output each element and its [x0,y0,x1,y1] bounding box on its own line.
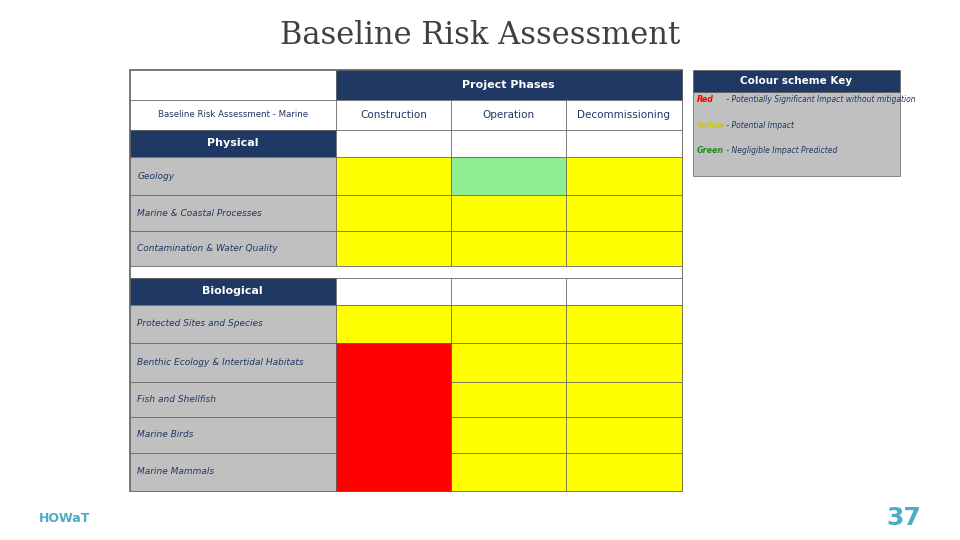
FancyBboxPatch shape [130,157,336,195]
FancyBboxPatch shape [130,70,682,491]
FancyBboxPatch shape [451,453,566,491]
FancyBboxPatch shape [566,195,682,231]
FancyBboxPatch shape [336,343,451,491]
Text: Yellow: Yellow [697,121,726,130]
FancyBboxPatch shape [451,417,566,453]
FancyBboxPatch shape [336,195,451,231]
Text: Operation: Operation [483,110,535,120]
FancyBboxPatch shape [130,453,336,491]
FancyBboxPatch shape [336,157,451,195]
FancyBboxPatch shape [451,278,566,305]
FancyBboxPatch shape [130,70,336,100]
FancyBboxPatch shape [130,305,336,343]
FancyBboxPatch shape [130,130,336,157]
FancyBboxPatch shape [451,130,566,157]
Text: Marine Birds: Marine Birds [137,430,194,440]
FancyBboxPatch shape [566,157,682,195]
FancyBboxPatch shape [451,343,566,382]
FancyBboxPatch shape [566,417,682,453]
Text: HOWaT: HOWaT [38,512,90,525]
FancyBboxPatch shape [130,343,336,382]
FancyBboxPatch shape [336,343,451,382]
FancyBboxPatch shape [130,231,336,266]
Text: Protected Sites and Species: Protected Sites and Species [137,320,263,328]
FancyBboxPatch shape [130,195,336,231]
Text: Red: Red [697,96,714,104]
FancyBboxPatch shape [451,305,566,343]
Text: Benthic Ecology & Intertidal Habitats: Benthic Ecology & Intertidal Habitats [137,359,304,367]
Text: Decommissioning: Decommissioning [578,110,670,120]
FancyBboxPatch shape [566,231,682,266]
FancyBboxPatch shape [451,100,566,130]
FancyBboxPatch shape [451,231,566,266]
FancyBboxPatch shape [130,382,336,417]
Text: - Potential Impact: - Potential Impact [724,121,794,130]
FancyBboxPatch shape [336,70,682,100]
Text: Marine Mammals: Marine Mammals [137,468,214,476]
Text: 37: 37 [887,507,922,530]
FancyBboxPatch shape [130,278,336,305]
FancyBboxPatch shape [336,305,451,343]
Text: Contamination & Water Quality: Contamination & Water Quality [137,244,278,253]
FancyBboxPatch shape [130,266,682,278]
FancyBboxPatch shape [566,100,682,130]
Text: Project Phases: Project Phases [463,80,555,90]
Text: Biological: Biological [203,286,263,296]
FancyBboxPatch shape [336,417,451,453]
FancyBboxPatch shape [566,305,682,343]
FancyBboxPatch shape [566,382,682,417]
FancyBboxPatch shape [566,278,682,305]
FancyBboxPatch shape [566,343,682,382]
Text: Physical: Physical [207,138,258,148]
FancyBboxPatch shape [336,382,451,417]
FancyBboxPatch shape [566,130,682,157]
FancyBboxPatch shape [336,231,451,266]
FancyBboxPatch shape [451,195,566,231]
FancyBboxPatch shape [130,417,336,453]
FancyBboxPatch shape [336,100,451,130]
Text: Construction: Construction [360,110,427,120]
FancyBboxPatch shape [693,92,900,176]
Text: Marine & Coastal Processes: Marine & Coastal Processes [137,208,262,218]
Text: - Potentially Significant Impact without mitigation: - Potentially Significant Impact without… [724,96,916,104]
Text: Baseline Risk Assessment: Baseline Risk Assessment [280,19,680,51]
FancyBboxPatch shape [451,157,566,195]
Text: Green: Green [697,146,724,155]
FancyBboxPatch shape [566,453,682,491]
Text: Geology: Geology [137,172,175,180]
FancyBboxPatch shape [130,100,336,130]
FancyBboxPatch shape [336,130,451,157]
Text: - Negligible Impact Predicted: - Negligible Impact Predicted [724,146,837,155]
FancyBboxPatch shape [336,278,451,305]
Text: Colour scheme Key: Colour scheme Key [740,76,852,86]
Text: Fish and Shellfish: Fish and Shellfish [137,395,216,404]
FancyBboxPatch shape [451,382,566,417]
Text: Baseline Risk Assessment - Marine: Baseline Risk Assessment - Marine [157,110,308,119]
FancyBboxPatch shape [336,453,451,491]
FancyBboxPatch shape [693,70,900,92]
